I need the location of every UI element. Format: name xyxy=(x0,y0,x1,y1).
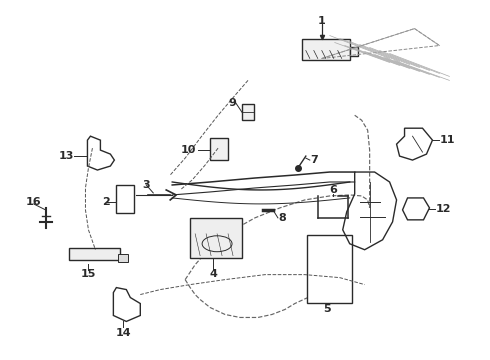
Bar xyxy=(116,185,134,213)
Text: 8: 8 xyxy=(278,213,286,223)
Text: 10: 10 xyxy=(181,145,196,155)
Text: 11: 11 xyxy=(440,135,455,145)
Bar xyxy=(350,46,358,57)
Text: 15: 15 xyxy=(81,269,96,279)
Text: 13: 13 xyxy=(59,151,74,161)
Bar xyxy=(69,248,121,260)
Bar xyxy=(210,138,228,160)
Text: 4: 4 xyxy=(209,269,217,279)
Bar xyxy=(302,39,350,60)
Text: 3: 3 xyxy=(143,180,150,190)
Text: 5: 5 xyxy=(323,305,331,315)
Bar xyxy=(119,254,128,262)
Text: 16: 16 xyxy=(26,197,42,207)
Text: 7: 7 xyxy=(310,155,318,165)
Bar xyxy=(190,218,242,258)
Text: 12: 12 xyxy=(436,204,451,214)
Text: 2: 2 xyxy=(102,197,110,207)
Text: 9: 9 xyxy=(228,98,236,108)
Text: 1: 1 xyxy=(318,15,326,26)
Bar xyxy=(242,104,254,120)
Text: 6: 6 xyxy=(329,185,337,195)
Bar xyxy=(307,235,352,302)
Text: 14: 14 xyxy=(116,328,131,338)
